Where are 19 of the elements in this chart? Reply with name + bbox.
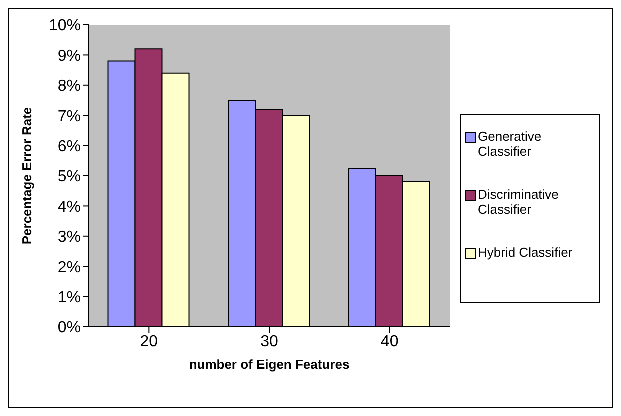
x-axis-title: number of Eigen Features [189, 357, 350, 372]
y-tick-label: 10% [48, 18, 81, 35]
x-tick-label: 20 [140, 333, 158, 350]
y-tick-label: 5% [58, 168, 81, 186]
y-tick-label: 0% [58, 320, 81, 337]
legend-label: Generative Classifier [478, 128, 543, 158]
y-axis-title: Percentage Error Rate [20, 107, 35, 245]
y-tick-label: 1% [58, 289, 81, 306]
x-tick-label: 30 [260, 333, 278, 350]
y-tick-label: 4% [58, 198, 81, 216]
y-tick-label: 2% [58, 259, 81, 276]
legend-label: Discriminative Classifier [478, 186, 560, 216]
x-tick-label: 40 [380, 333, 399, 350]
y-tick-label: 3% [58, 229, 81, 246]
y-tick-label: 6% [58, 138, 81, 156]
y-tick-label: 9% [58, 48, 81, 65]
y-tick-label: 8% [58, 78, 81, 96]
y-tick-label: 7% [58, 108, 81, 126]
legend-label: Hybrid Classifier [478, 244, 574, 260]
